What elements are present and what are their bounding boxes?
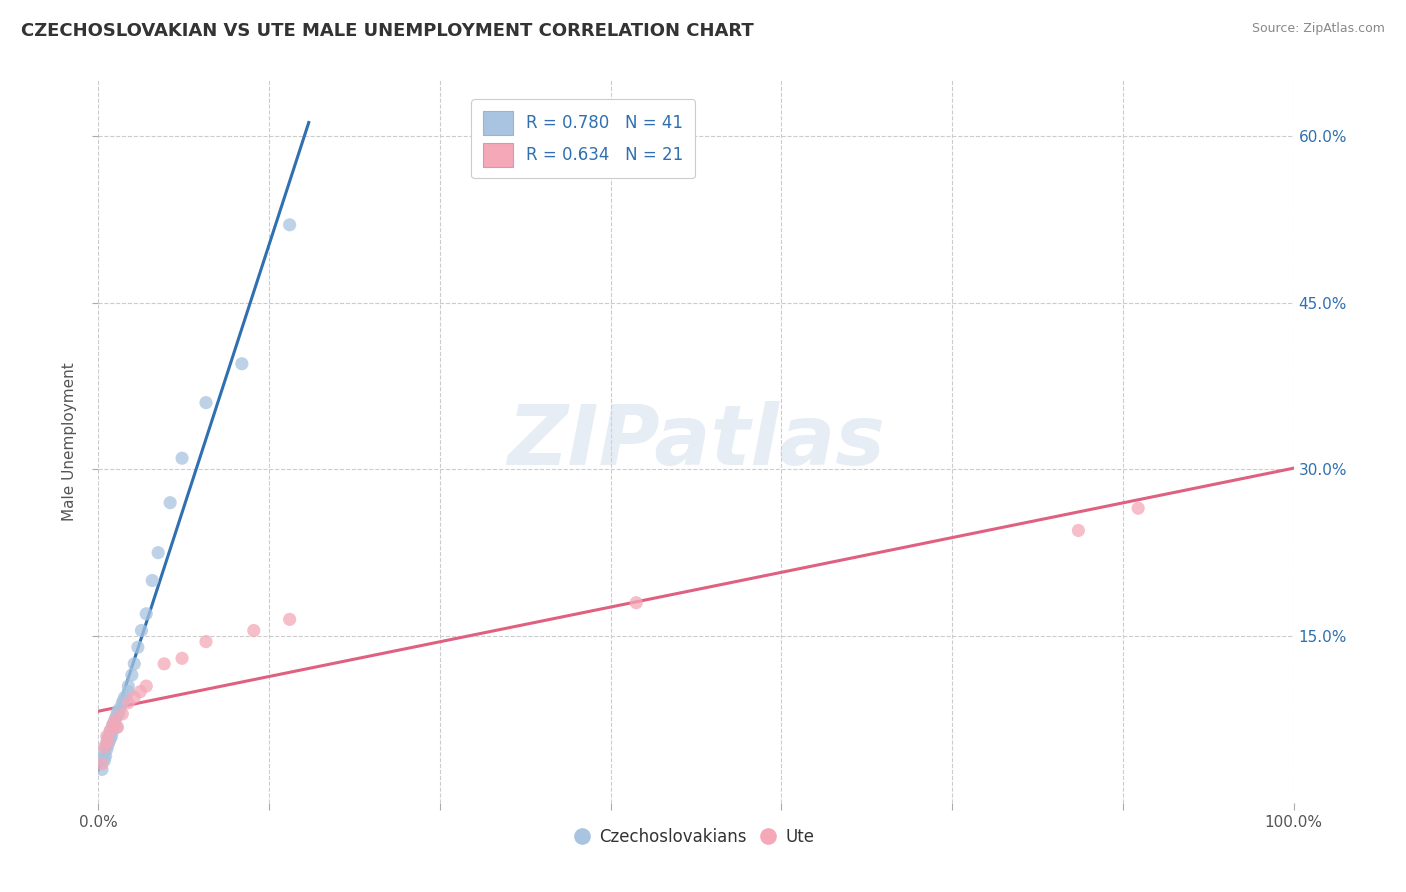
- Point: [117, 696, 139, 710]
- Point: [103, 715, 125, 730]
- Point: [91, 751, 114, 765]
- Point: [94, 749, 117, 764]
- Point: [91, 756, 114, 771]
- Point: [117, 684, 139, 698]
- Point: [94, 740, 117, 755]
- Point: [1128, 501, 1150, 516]
- Point: [231, 357, 253, 371]
- Text: ZIPatlas: ZIPatlas: [508, 401, 884, 482]
- Point: [100, 729, 122, 743]
- Point: [105, 709, 128, 723]
- Point: [98, 731, 122, 746]
- Point: [97, 734, 120, 748]
- Point: [111, 696, 134, 710]
- Point: [101, 718, 124, 732]
- Point: [98, 734, 121, 748]
- Point: [111, 706, 134, 721]
- Point: [93, 740, 115, 755]
- Point: [107, 705, 129, 719]
- Point: [98, 723, 122, 738]
- Point: [243, 624, 266, 638]
- Point: [98, 723, 122, 738]
- Point: [96, 742, 118, 756]
- Point: [124, 690, 146, 705]
- Point: [114, 690, 136, 705]
- Point: [172, 451, 194, 466]
- Point: [96, 729, 118, 743]
- Point: [159, 496, 181, 510]
- Point: [153, 657, 176, 671]
- Point: [195, 634, 218, 648]
- Point: [108, 701, 131, 715]
- Point: [1067, 524, 1090, 538]
- Point: [97, 731, 120, 746]
- Point: [195, 395, 218, 409]
- Point: [93, 746, 115, 760]
- Point: [117, 679, 139, 693]
- Point: [127, 640, 149, 655]
- Point: [93, 754, 115, 768]
- Point: [124, 657, 146, 671]
- Point: [104, 713, 127, 727]
- Point: [278, 612, 301, 626]
- Point: [96, 734, 118, 748]
- Point: [131, 624, 153, 638]
- Point: [112, 693, 135, 707]
- Point: [107, 720, 129, 734]
- Point: [135, 607, 157, 621]
- Point: [104, 713, 127, 727]
- Point: [91, 763, 114, 777]
- Point: [129, 684, 152, 698]
- Point: [98, 729, 121, 743]
- Text: Source: ZipAtlas.com: Source: ZipAtlas.com: [1251, 22, 1385, 36]
- Point: [105, 720, 128, 734]
- Point: [101, 718, 124, 732]
- Point: [121, 668, 143, 682]
- Text: CZECHOSLOVAKIAN VS UTE MALE UNEMPLOYMENT CORRELATION CHART: CZECHOSLOVAKIAN VS UTE MALE UNEMPLOYMENT…: [21, 22, 754, 40]
- Point: [107, 706, 129, 721]
- Point: [148, 546, 170, 560]
- Point: [172, 651, 194, 665]
- Legend: Czechoslovakians, Ute: Czechoslovakians, Ute: [571, 821, 821, 852]
- Y-axis label: Male Unemployment: Male Unemployment: [62, 362, 77, 521]
- Point: [135, 679, 157, 693]
- Point: [278, 218, 301, 232]
- Point: [101, 723, 124, 738]
- Point: [626, 596, 648, 610]
- Point: [97, 738, 120, 752]
- Point: [141, 574, 163, 588]
